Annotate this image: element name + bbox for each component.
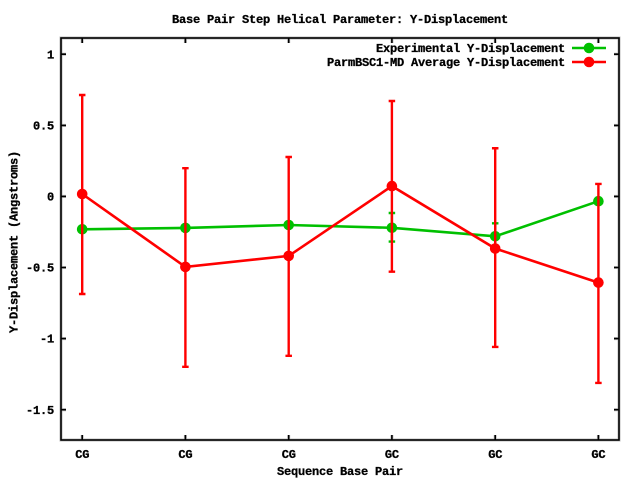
svg-text:Sequence Base Pair: Sequence Base Pair [277, 465, 403, 479]
svg-text:CG: CG [282, 448, 296, 462]
svg-text:1: 1 [47, 48, 54, 62]
svg-text:0: 0 [47, 191, 54, 205]
svg-text:ParmBSC1-MD Average Y-Displace: ParmBSC1-MD Average Y-Displacement [327, 56, 565, 70]
svg-text:GC: GC [385, 448, 399, 462]
svg-text:0.5: 0.5 [33, 120, 54, 134]
svg-text:Y-Displacement (Angstroms): Y-Displacement (Angstroms) [8, 151, 22, 333]
svg-text:CG: CG [178, 448, 192, 462]
svg-text:GC: GC [488, 448, 502, 462]
svg-text:Base Pair Step Helical Paramet: Base Pair Step Helical Parameter: Y-Disp… [172, 13, 508, 27]
svg-text:GC: GC [591, 448, 605, 462]
svg-text:-1: -1 [40, 333, 54, 347]
svg-text:Experimental Y-Displacement: Experimental Y-Displacement [376, 42, 565, 56]
svg-text:-1.5: -1.5 [26, 404, 54, 418]
svg-text:CG: CG [75, 448, 89, 462]
svg-text:-0.5: -0.5 [26, 262, 54, 276]
